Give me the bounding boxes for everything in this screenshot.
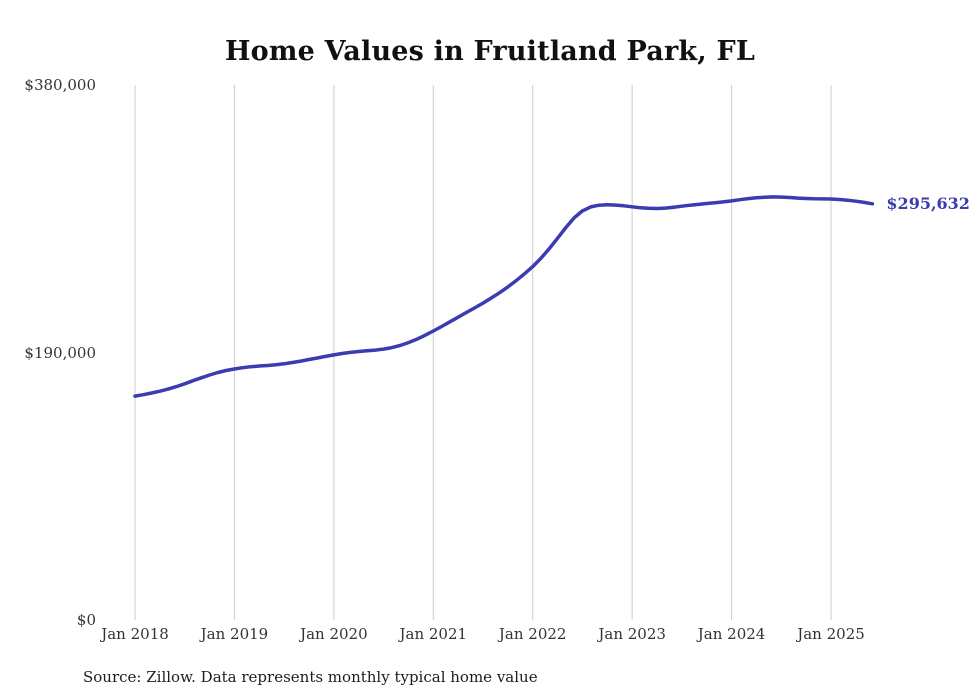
home-value-line-series [133,195,875,398]
source-attribution: Source: Zillow. Data represents monthly … [83,668,538,686]
x-axis-tick-jan2023: Jan 2023 [598,625,666,643]
y-axis-tick-0: $0 [76,611,96,629]
x-axis-tick-jan2018: Jan 2018 [101,625,169,643]
latest-value-label: $295,632 [886,193,970,213]
chart-title: Home Values in Fruitland Park, FL [224,36,756,67]
y-axis-tick-380000: $380,000 [24,76,96,94]
x-axis-tick-jan2021: Jan 2021 [399,625,468,643]
x-axis-tick-jan2020: Jan 2020 [300,625,368,643]
x-axis-tick-jan2022: Jan 2022 [498,625,567,643]
gridlines [134,85,832,620]
y-axis-tick-190000: $190,000 [24,344,96,362]
x-axis-tick-jan2024: Jan 2024 [697,625,766,643]
x-axis-tick-jan2025: Jan 2025 [797,625,865,643]
x-axis-tick-jan2019: Jan 2019 [200,625,269,643]
